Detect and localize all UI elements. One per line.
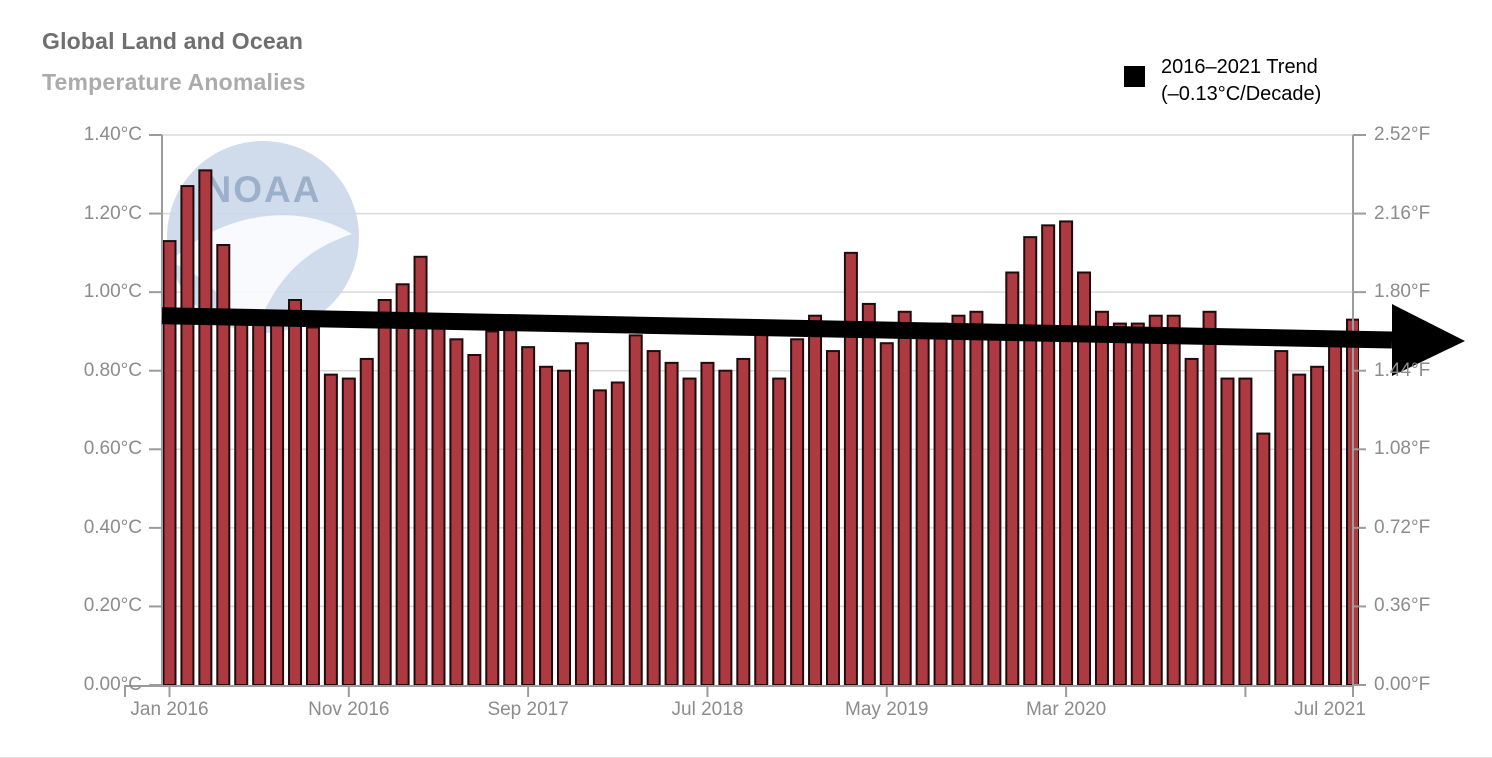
trend-legend-marker-icon — [1124, 66, 1145, 87]
temperature-bar[interactable] — [1184, 357, 1199, 686]
trend-legend: 2016–2021 Trend (–0.13°C/Decade) — [1124, 54, 1321, 108]
temperature-bar[interactable] — [198, 169, 213, 687]
temperature-bar[interactable] — [951, 314, 966, 686]
temperature-bar[interactable] — [969, 310, 984, 686]
trend-legend-text: 2016–2021 Trend (–0.13°C/Decade) — [1161, 54, 1321, 108]
temperature-bar[interactable] — [305, 326, 320, 686]
temperature-bar[interactable] — [1310, 365, 1325, 686]
trend-legend-line2: (–0.13°C/Decade) — [1161, 83, 1322, 105]
y-axis-left-label: 0.20°C — [83, 595, 142, 617]
chart-subtitle: Temperature Anomalies — [42, 69, 306, 95]
y-axis-left-label: 1.00°C — [83, 281, 142, 303]
temperature-bar[interactable] — [1220, 377, 1235, 686]
x-axis-label: Jul 2021 — [1294, 699, 1366, 720]
temperature-bar[interactable] — [664, 361, 679, 686]
y-axis-right-label: 1.80°F — [1374, 281, 1431, 303]
y-axis-right-label: 0.72°F — [1374, 516, 1431, 538]
temperature-bar[interactable] — [808, 314, 823, 686]
temperature-bar[interactable] — [1023, 236, 1038, 686]
x-axis-label: Mar 2020 — [1025, 699, 1107, 720]
temperature-bar[interactable] — [897, 310, 912, 686]
temperature-bar[interactable] — [1130, 322, 1145, 686]
temperature-bar[interactable] — [790, 338, 805, 686]
temperature-bar[interactable] — [431, 322, 446, 686]
temperature-bar[interactable] — [1292, 373, 1307, 686]
temperature-bar[interactable] — [180, 185, 195, 686]
temperature-bar[interactable] — [270, 322, 285, 686]
chart-title: Global Land and Ocean — [42, 28, 304, 54]
temperature-bar[interactable] — [592, 389, 607, 686]
temperature-bar[interactable] — [1202, 310, 1217, 686]
temperature-bar[interactable] — [646, 350, 661, 686]
temperature-bar[interactable] — [485, 330, 500, 686]
temperature-bar[interactable] — [234, 322, 249, 686]
x-axis-label: Jan 2016 — [130, 699, 209, 720]
temperature-bar[interactable] — [879, 342, 894, 686]
y-axis-right-label: 1.08°F — [1374, 438, 1431, 460]
temperature-bar[interactable] — [682, 377, 697, 686]
y-axis-right-label: 0.00°F — [1374, 674, 1431, 695]
y-axis-right-label: 0.36°F — [1374, 595, 1431, 617]
y-axis-left-label: 0.00°C — [83, 674, 142, 695]
temperature-bar[interactable] — [1112, 322, 1127, 686]
temperature-bar[interactable] — [1328, 342, 1343, 686]
temperature-bar[interactable] — [754, 330, 769, 686]
temperature-bar[interactable] — [933, 322, 948, 686]
temperature-bar[interactable] — [1148, 314, 1163, 686]
temperature-bar[interactable] — [377, 299, 392, 686]
temperature-bar[interactable] — [252, 322, 267, 686]
temperature-bar[interactable] — [503, 326, 518, 686]
temperature-bar[interactable] — [1274, 350, 1289, 686]
noaa-logo-watermark: NOAA — [167, 141, 359, 352]
y-axis-left-label: 1.20°C — [83, 202, 142, 224]
y-axis-left-label: 0.40°C — [83, 516, 142, 538]
temperature-bar[interactable] — [395, 283, 410, 686]
y-axis-left-label: 1.40°C — [83, 124, 142, 145]
y-axis-left-label: 0.60°C — [83, 438, 142, 460]
temperature-bar[interactable] — [449, 338, 464, 686]
temperature-bar[interactable] — [323, 373, 338, 686]
x-axis-label: May 2019 — [845, 699, 929, 720]
temperature-bar[interactable] — [1059, 220, 1074, 687]
temperature-bar[interactable] — [718, 369, 733, 686]
temperature-bar[interactable] — [628, 334, 643, 686]
temperature-bar[interactable] — [341, 377, 356, 686]
temperature-bar[interactable] — [861, 302, 876, 686]
temperature-bar[interactable] — [359, 357, 374, 686]
temperature-bar[interactable] — [1256, 432, 1271, 687]
x-axis-label: Jul 2018 — [671, 699, 744, 720]
y-axis-right-label: 1.44°F — [1374, 359, 1431, 381]
temperature-bar[interactable] — [1166, 314, 1181, 686]
temperature-bar[interactable] — [574, 342, 589, 686]
x-axis-label: Nov 2016 — [308, 699, 390, 720]
temperature-bar[interactable] — [539, 365, 554, 686]
temperature-bar[interactable] — [1041, 224, 1056, 686]
temperature-bar[interactable] — [557, 369, 571, 686]
temperature-bar[interactable] — [736, 357, 751, 686]
temperature-bar[interactable] — [1094, 310, 1109, 686]
y-axis-right-label: 2.52°F — [1374, 124, 1431, 145]
temperature-bar[interactable] — [467, 354, 482, 686]
y-axis-left-label: 0.80°C — [83, 359, 142, 381]
temperature-bar[interactable] — [288, 299, 303, 686]
y-axis-right-label: 2.16°F — [1374, 202, 1431, 224]
temperature-bar[interactable] — [772, 377, 787, 686]
trend-arrowhead-icon — [1392, 304, 1465, 377]
temperature-bar[interactable] — [700, 361, 715, 686]
temperature-bar[interactable] — [825, 350, 840, 686]
temperature-bar[interactable] — [521, 346, 536, 686]
temperature-bar[interactable] — [987, 326, 1002, 686]
temperature-bar[interactable] — [915, 326, 930, 686]
trend-legend-line1: 2016–2021 Trend — [1161, 56, 1318, 78]
x-axis-label: Sep 2017 — [487, 699, 569, 720]
bars-group — [162, 169, 1359, 687]
temperature-bar[interactable] — [1238, 377, 1253, 686]
noaa-gull-icon — [170, 215, 352, 352]
temperature-bar[interactable] — [610, 381, 625, 686]
noaa-logo-text: NOAA — [205, 169, 322, 210]
trend-line — [161, 307, 1393, 349]
temperature-bar[interactable] — [843, 251, 858, 686]
